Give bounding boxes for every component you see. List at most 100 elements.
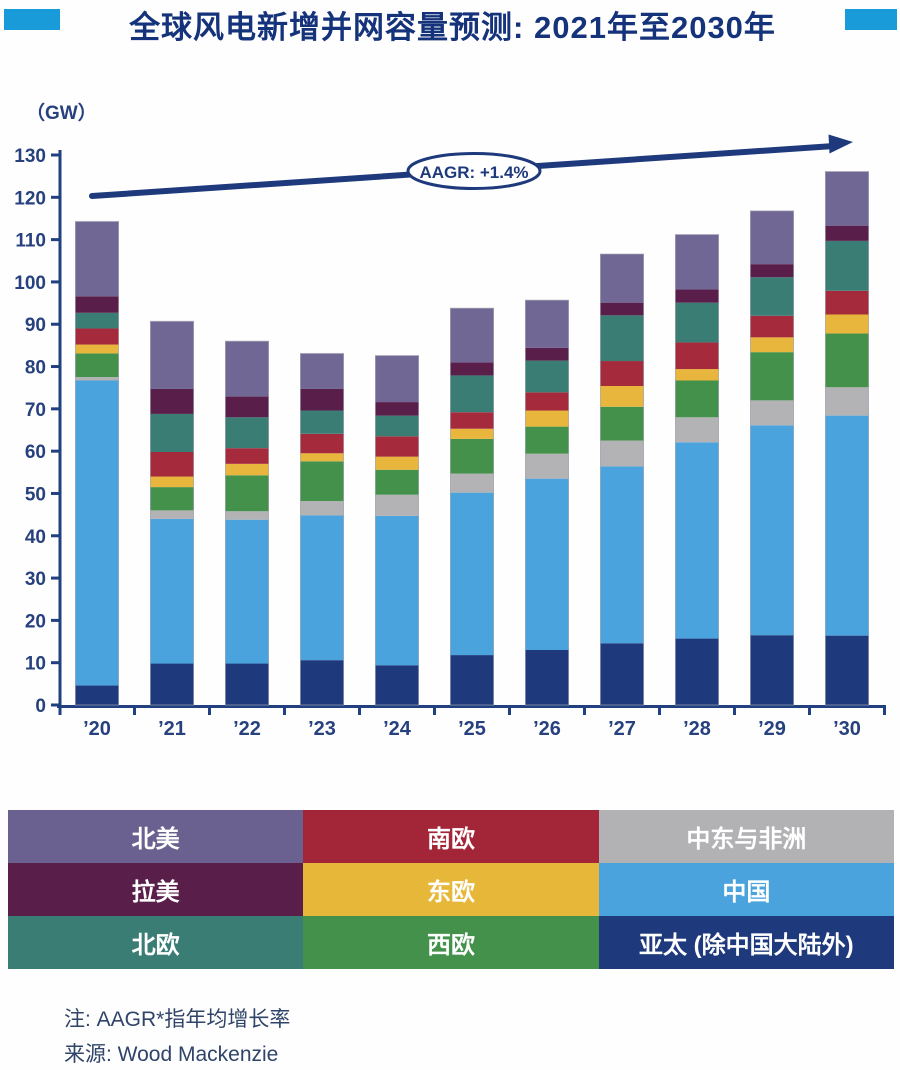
bar-segment: [375, 494, 419, 516]
bar-segment: [75, 353, 119, 378]
bar-segment: [675, 302, 719, 343]
legend-item-7: 北欧: [8, 916, 304, 969]
legend-item-2: 南欧: [303, 810, 599, 863]
bar-segment: [225, 663, 269, 705]
bar-segment: [750, 400, 794, 426]
bar-segment: [300, 501, 344, 516]
bar-outline: [825, 171, 869, 706]
y-tick-label: 10: [25, 654, 46, 675]
bar-segment: [750, 337, 794, 353]
bar-segment: [675, 442, 719, 639]
y-tick-label: 130: [14, 146, 46, 167]
bar-segment: [150, 663, 194, 705]
x-tick-label: ’23: [308, 718, 336, 740]
x-tick-label: ’21: [158, 718, 186, 740]
bar-segment: [150, 518, 194, 664]
bar-segment: [450, 412, 494, 429]
x-tick-label: ’27: [608, 718, 636, 740]
bar-segment: [525, 478, 569, 650]
bar-segment: [825, 225, 869, 241]
bar-segment: [600, 361, 644, 386]
bar-segment: [225, 417, 269, 449]
y-tick-label: 20: [25, 611, 46, 632]
bar-outline: [525, 299, 569, 706]
legend-item-6: 中国: [598, 863, 894, 916]
bar-segment: [225, 448, 269, 464]
trend-arrow-head: [828, 134, 853, 154]
bar-segment: [525, 300, 569, 348]
bar-segment: [225, 519, 269, 664]
bar-segment: [750, 210, 794, 265]
title-accent-left-bar: [4, 9, 60, 30]
bar-segment: [75, 328, 119, 345]
bar-segment: [450, 375, 494, 413]
bar-segment: [450, 473, 494, 493]
bar-segment: [825, 171, 869, 226]
bar-segment: [675, 342, 719, 370]
legend-item-3: 中东与非洲: [598, 810, 894, 863]
y-tick-label: 50: [25, 484, 46, 505]
bar-outline: [75, 220, 119, 706]
legend-item-4: 拉美: [8, 863, 304, 916]
bar-segment: [750, 264, 794, 278]
bar-segment: [750, 635, 794, 705]
bar-segment: [300, 660, 344, 705]
bar-segment: [600, 386, 644, 407]
bar-segment: [375, 665, 419, 705]
legend-item-9: 亚太 (除中国大陆外): [598, 916, 894, 969]
bar-segment: [225, 396, 269, 418]
bar-segment: [450, 428, 494, 439]
x-tick-label: ’26: [533, 718, 561, 740]
page-title: 全球风电新增并网容量预测: 2021年至2030年: [129, 10, 776, 45]
legend-item-label: 北美: [131, 826, 180, 853]
bar-segment: [600, 406, 644, 441]
bar-segment: [675, 380, 719, 418]
bar-segment: [300, 433, 344, 454]
bar-segment: [150, 321, 194, 389]
x-tick-label: ’30: [833, 718, 861, 740]
y-tick-label: 80: [25, 358, 46, 379]
bar-segment: [450, 492, 494, 656]
bar-outline: [600, 253, 644, 706]
bar-segment: [150, 510, 194, 519]
y-tick-label: 100: [14, 273, 46, 294]
bar-segment: [525, 410, 569, 427]
bar-segment: [750, 352, 794, 401]
bar-segment: [825, 333, 869, 388]
bar-segment: [150, 388, 194, 414]
bar-segment: [225, 511, 269, 520]
bar-segment: [750, 277, 794, 316]
bar-segment: [375, 436, 419, 457]
legend-item-1: 北美: [8, 810, 304, 863]
bar-outline: [375, 355, 419, 706]
bar-segment: [525, 347, 569, 361]
note-source: 来源: Wood Mackenzie: [64, 1043, 279, 1066]
bar-outline: [750, 210, 794, 706]
x-tick-label: ’29: [758, 718, 786, 740]
bar-segment: [75, 344, 119, 354]
bar-segment: [600, 254, 644, 303]
bar-segment: [600, 643, 644, 705]
title-accent-right-bar: [845, 9, 897, 30]
bar-segment: [75, 312, 119, 329]
bar-outline: [225, 340, 269, 706]
aagr-badge-ellipse: [406, 152, 542, 190]
legend-item-label: 拉美: [131, 879, 180, 906]
x-tick-label: ’24: [383, 718, 412, 740]
y-tick-label: 90: [25, 315, 46, 336]
y-tick-label: 110: [15, 231, 46, 252]
bar-segment: [375, 515, 419, 666]
y-tick-label: 120: [14, 188, 46, 209]
bar-segment: [675, 638, 719, 705]
bar-segment: [225, 463, 269, 476]
bar-outline: [300, 352, 344, 706]
bar-segment: [75, 380, 119, 686]
bar-segment: [600, 440, 644, 467]
x-tick-label: ’22: [233, 718, 261, 740]
bar-segment: [525, 392, 569, 411]
bar-segment: [150, 452, 194, 477]
note-aagr-definition: 注: AAGR*指年均增长率: [64, 1008, 291, 1031]
legend-item-label: 中国: [722, 879, 771, 906]
bar-outline: [150, 320, 194, 706]
bar-segment: [525, 426, 569, 454]
